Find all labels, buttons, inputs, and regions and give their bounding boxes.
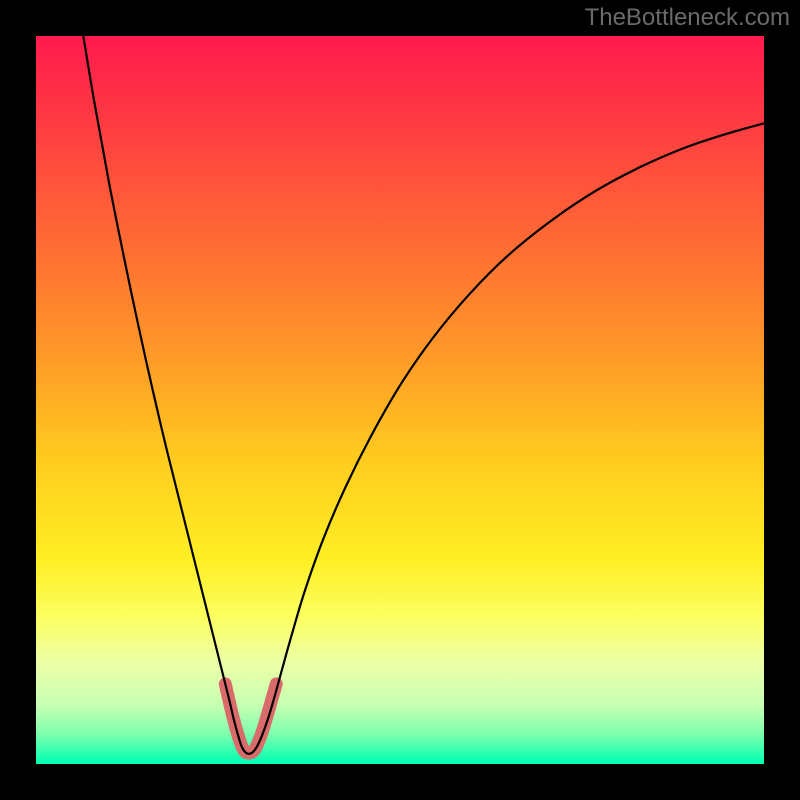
- plot-background: [36, 36, 764, 764]
- watermark-text: TheBottleneck.com: [585, 4, 790, 32]
- chart-container: [0, 0, 800, 800]
- bottleneck-chart: [0, 0, 800, 800]
